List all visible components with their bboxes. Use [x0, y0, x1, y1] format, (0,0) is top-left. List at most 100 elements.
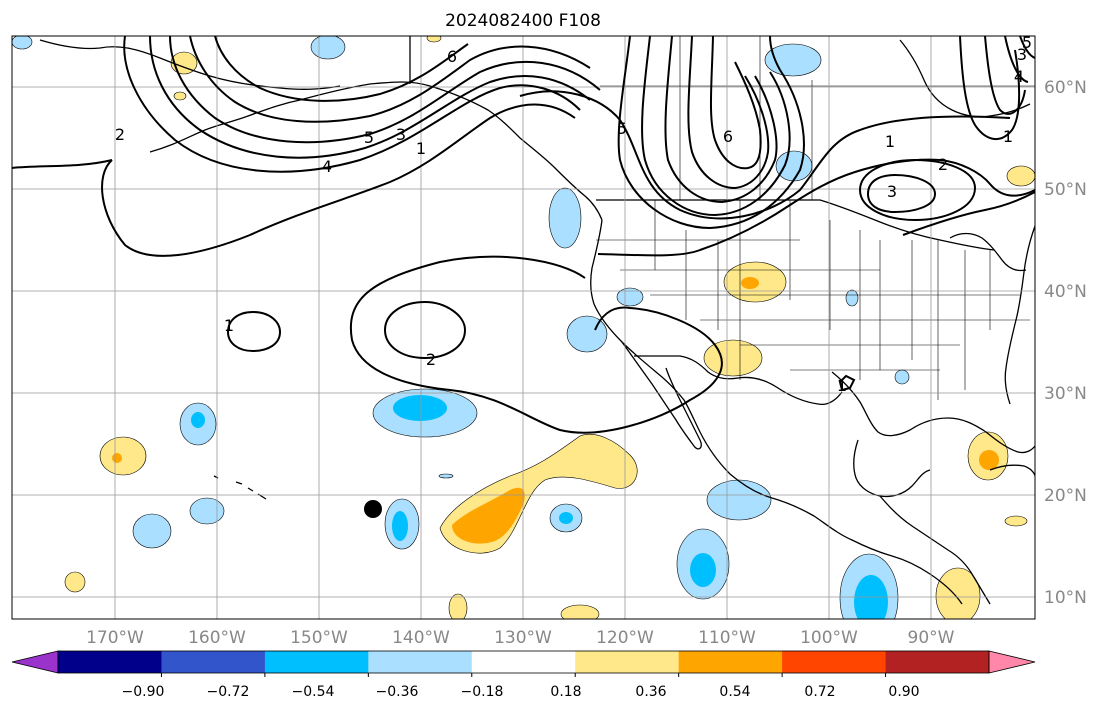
- contour-label: 5: [364, 128, 374, 147]
- hawaii-islands: [213, 475, 267, 500]
- negative-anomaly-region: [894, 369, 910, 385]
- positive-anomaly-core: [979, 450, 999, 470]
- lat-label: 10°N: [1044, 588, 1087, 608]
- colorbar-ticks: −0.90 −0.72 −0.54 −0.36 −0.18 0.18 0.36 …: [122, 684, 920, 700]
- colorbar: [11, 650, 1036, 677]
- negative-anomaly-core: [854, 575, 888, 619]
- negative-anomaly-region: [566, 315, 608, 353]
- negative-anomaly-region: [775, 150, 813, 182]
- contour-line: [123, 36, 581, 173]
- coastlines: [39, 36, 1035, 605]
- contour-line: [383, 300, 467, 360]
- colorbar-tick-label: 0.18: [550, 684, 581, 700]
- contour-line: [641, 36, 791, 217]
- longitude-labels: 170°W 160°W 150°W 140°W 130°W 120°W 110°…: [86, 628, 955, 648]
- anomaly-shading: [12, 36, 1035, 619]
- map-panel: 2 4 5 3 1 6 5 6 1 2 3 1 2 1 5 4 3 1: [12, 36, 1035, 619]
- contour-line: [838, 374, 856, 392]
- positive-anomaly-core: [741, 277, 759, 289]
- negative-anomaly-region: [132, 513, 172, 549]
- contour-label: 5: [617, 119, 627, 138]
- storm-position-dot: [364, 500, 382, 518]
- contour-label-layer: 2 4 5 3 1 6 5 6 1 2 3 1 2 1 5 4 3 1: [115, 36, 1032, 395]
- colorbar-segment: [58, 651, 162, 673]
- positive-anomaly-region: [173, 91, 187, 101]
- colorbar-tick-label: −0.18: [461, 684, 504, 700]
- negative-anomaly-region: [706, 479, 772, 521]
- contour-label: 6: [723, 127, 733, 146]
- positive-anomaly-region: [560, 604, 600, 619]
- contour-line: [214, 36, 469, 102]
- us-mexico-border: [634, 355, 843, 406]
- positive-anomaly-region: [64, 571, 86, 593]
- colorbar-tick-label: 0.36: [635, 684, 666, 700]
- lon-label: 160°W: [188, 628, 246, 648]
- contour-line: [959, 36, 1035, 140]
- lat-label: 30°N: [1044, 384, 1087, 404]
- lon-label: 170°W: [86, 628, 144, 648]
- contour-line: [687, 36, 770, 190]
- lon-label: 150°W: [290, 628, 348, 648]
- contour-label: 2: [938, 155, 948, 174]
- contour-label: 3: [887, 182, 897, 201]
- colorbar-extend-low: [11, 650, 59, 674]
- lon-label: 140°W: [392, 628, 450, 648]
- lon-label: 110°W: [698, 628, 756, 648]
- colorbar-tick-label: −0.90: [122, 684, 165, 700]
- colorbar-tick-label: 0.54: [719, 684, 750, 700]
- colorbar-outline: [57, 650, 990, 674]
- lon-label: 100°W: [800, 628, 858, 648]
- great-lakes: [949, 232, 1027, 272]
- negative-anomaly-core: [191, 412, 205, 428]
- contour-line: [149, 36, 591, 159]
- colorbar-tick-label: 0.90: [888, 684, 919, 700]
- colorbar-segment: [782, 651, 887, 673]
- contour-line: [902, 191, 1035, 236]
- latitude-labels: 60°N 50°N 40°N 30°N 20°N 10°N: [1044, 78, 1087, 608]
- contour-line: [101, 103, 576, 257]
- contour-line: [597, 158, 1035, 257]
- contour-label: 6: [447, 47, 457, 66]
- colorbar-segment: [264, 651, 369, 673]
- negative-anomaly-region: [310, 36, 346, 60]
- cuba-coast: [989, 464, 1035, 477]
- contour-line: [866, 173, 937, 214]
- negative-anomaly-region: [616, 287, 644, 307]
- positive-anomaly-region: [426, 36, 442, 43]
- contour-line: [617, 36, 805, 230]
- positive-anomaly-region: [703, 339, 763, 377]
- contour-label: 1: [885, 132, 895, 151]
- positive-anomaly-region: [1004, 515, 1028, 527]
- colorbar-segment: [885, 651, 990, 673]
- gulf-coast: [831, 371, 1035, 454]
- negative-anomaly-core: [690, 553, 716, 587]
- contour-label: 4: [322, 157, 332, 176]
- contour-label: 1: [416, 139, 426, 158]
- negative-anomaly-region: [845, 289, 859, 307]
- colorbar-tick-label: −0.72: [207, 684, 250, 700]
- lon-label: 90°W: [908, 628, 955, 648]
- colorbar-tick-label: 0.72: [804, 684, 835, 700]
- alaska-coast: [149, 81, 603, 221]
- contour-label: 2: [426, 350, 436, 369]
- contour-label: 4: [1014, 67, 1024, 86]
- contour-lines: [12, 36, 1035, 434]
- negative-anomaly-core: [392, 511, 408, 541]
- contour-label: 2: [115, 125, 125, 144]
- graticule: [12, 36, 1035, 619]
- province-line: [600, 36, 1035, 200]
- positive-anomaly-core: [112, 453, 122, 463]
- colorbar-tick-label: −0.36: [376, 684, 419, 700]
- hudson-bay-coast: [899, 39, 1031, 118]
- colorbar-segment: [161, 651, 266, 673]
- colorbar-segment: [678, 651, 783, 673]
- positive-anomaly-core: [452, 487, 525, 544]
- contour-line: [709, 36, 762, 170]
- west-coast: [590, 219, 963, 605]
- contour-label: 1: [1003, 127, 1013, 146]
- colorbar-tick-label: −0.54: [292, 684, 335, 700]
- contour-line: [189, 36, 591, 123]
- contour-label: 1: [224, 316, 234, 335]
- alaska-north-coast: [39, 39, 341, 90]
- negative-anomaly-region: [12, 36, 33, 50]
